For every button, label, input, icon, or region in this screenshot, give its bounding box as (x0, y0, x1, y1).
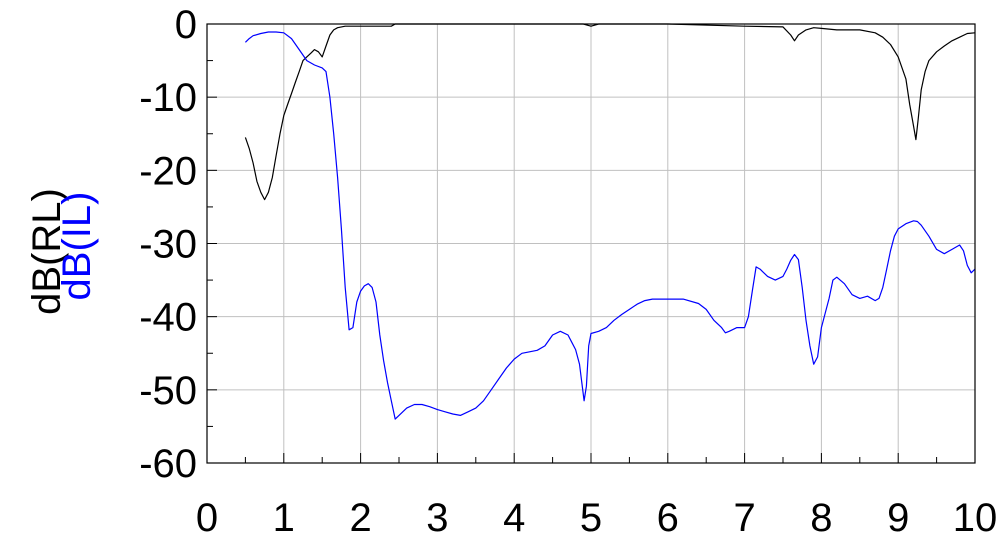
y-axis-label-il: dB(IL) (55, 192, 99, 301)
x-tick-label: 7 (733, 496, 755, 540)
y-axis-label-rl: dB(RL) (25, 188, 69, 315)
y-tick-label: -60 (139, 442, 197, 486)
y-tick-label: -10 (139, 76, 197, 120)
x-tick-label: 2 (349, 496, 371, 540)
series-layer (244, 23, 976, 420)
y-tick-label: 0 (175, 3, 197, 47)
x-tick-label: 10 (953, 496, 998, 540)
series-line-rl (244, 23, 976, 201)
x-tick-label: 6 (657, 496, 679, 540)
y-tick-label: -30 (139, 223, 197, 267)
x-tick-label: 3 (426, 496, 448, 540)
grid (207, 24, 975, 463)
y-tick-label: -40 (139, 296, 197, 340)
x-tick-label: 0 (196, 496, 218, 540)
x-tick-label: 8 (810, 496, 832, 540)
y-tick-label: -20 (139, 149, 197, 193)
x-tick-label: 1 (273, 496, 295, 540)
minor-ticks (206, 23, 976, 464)
y-tick-labels: 0 -10 -20 -30 -40 -50 -60 (139, 3, 197, 486)
y-axis-label: dB(RL) dB(IL) (25, 177, 99, 315)
series-line-il (244, 31, 976, 420)
x-tick-label: 4 (503, 496, 525, 540)
x-tick-label: 5 (580, 496, 602, 540)
x-tick-label: 9 (887, 496, 909, 540)
x-tick-labels: 0 1 2 3 4 5 6 7 8 9 10 (196, 496, 997, 540)
plot-frame (206, 23, 976, 464)
y-tick-label: -50 (139, 369, 197, 413)
